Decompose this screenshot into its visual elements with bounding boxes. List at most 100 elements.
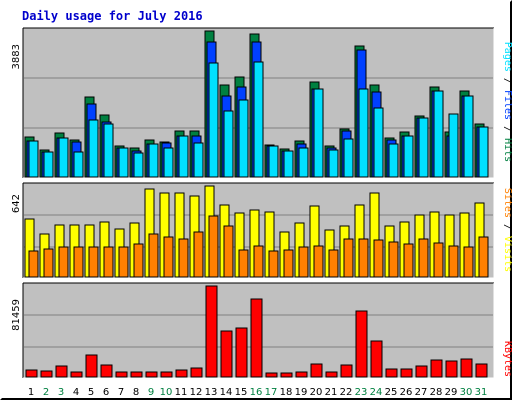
x-tick-label-day-24: 24 [370,387,383,398]
bar-sites-day-17 [268,250,279,278]
x-tick-label-day-4: 4 [73,387,79,398]
bar-kbytes-day-12 [190,367,203,378]
bar-kbytes-day-6 [100,364,113,378]
bar-sites-day-14 [223,225,234,278]
x-tick-label-day-13: 13 [205,387,218,398]
x-tick-label-day-17: 17 [265,387,278,398]
x-tick-label-day-31: 31 [475,387,488,398]
bar-pages-day-14 [223,110,234,178]
bar-pages-day-12 [193,142,204,178]
bar-kbytes-day-29 [445,360,458,378]
bar-pages-day-2 [43,151,54,178]
bar-pages-day-25 [388,143,399,178]
right-label-segment: Hits [502,138,512,162]
x-tick-label-day-11: 11 [175,387,188,398]
x-tick-label-day-12: 12 [190,387,203,398]
bar-sites-day-10 [163,236,174,278]
bar-sites-day-16 [253,245,264,278]
bar-pages-day-28 [433,90,444,178]
bar-pages-day-3 [58,137,69,178]
bar-sites-day-1 [28,250,39,278]
x-tick-label-day-27: 27 [415,387,428,398]
bar-pages-day-9 [148,143,159,178]
x-tick-label-day-23: 23 [355,387,368,398]
x-tick-label-day-8: 8 [133,387,139,398]
x-tick-label-day-25: 25 [385,387,398,398]
bar-kbytes-day-1 [25,369,38,378]
right-label-segment: Files [502,90,512,120]
right-label-segment: Pages [502,42,512,72]
x-tick-label-day-26: 26 [400,387,413,398]
bar-pages-day-7 [118,147,129,178]
bar-kbytes-day-3 [55,365,68,378]
x-tick-label-day-7: 7 [118,387,124,398]
bar-kbytes-day-25 [385,368,398,378]
right-label-segment: Visits [502,236,512,272]
bar-sites-day-7 [118,246,129,278]
right-label-segment: / [502,72,512,90]
bar-sites-day-3 [58,246,69,278]
panel-kbytes: 81459 [11,282,495,379]
bar-sites-day-26 [403,243,414,278]
bar-pages-day-16 [253,61,264,178]
bar-kbytes-day-23 [355,310,368,378]
x-tick-label-day-29: 29 [445,387,458,398]
bar-sites-day-30 [463,246,474,278]
bar-pages-day-29 [448,113,459,178]
bar-kbytes-day-28 [430,359,443,378]
bar-pages-day-27 [418,117,429,178]
bar-sites-day-8 [133,243,144,278]
y-axis-max-label: 3883 [11,44,22,69]
bar-sites-day-2 [43,248,54,278]
bar-kbytes-day-20 [310,363,323,378]
bar-sites-day-15 [238,249,249,278]
bar-kbytes-day-2 [40,370,53,378]
bar-kbytes-day-4 [70,371,83,378]
bar-sites-day-28 [433,242,444,278]
bar-kbytes-day-14 [220,330,233,378]
bar-pages-day-24 [373,107,384,178]
x-tick-label-day-14: 14 [220,387,233,398]
bar-pages-day-20 [313,88,324,178]
bar-pages-day-19 [298,147,309,178]
right-label-visits-sites: Sites / Visits [502,188,512,272]
bar-kbytes-day-8 [130,371,143,378]
x-tick-label-day-30: 30 [460,387,473,398]
bar-pages-day-22 [343,138,354,178]
chart-panels: 3883 642 81459 [11,27,495,379]
x-tick-label-day-18: 18 [280,387,293,398]
x-tick-label-day-21: 21 [325,387,338,398]
x-tick-label-day-6: 6 [103,387,109,398]
right-label-segment: / [502,120,512,138]
bar-kbytes-day-9 [145,371,158,378]
bar-sites-day-4 [73,246,84,278]
right-label-segment: Sites [502,188,512,218]
bar-pages-day-21 [328,149,339,178]
bar-kbytes-day-7 [115,371,128,378]
bar-kbytes-day-13 [205,285,218,378]
x-tick-label-day-2: 2 [43,387,49,398]
bar-sites-day-6 [103,246,114,278]
bar-sites-day-11 [178,238,189,278]
bar-kbytes-day-22 [340,364,353,378]
bar-pages-day-31 [478,126,489,178]
x-tick-label-day-10: 10 [160,387,173,398]
bar-kbytes-day-16 [250,298,263,378]
panel-visits-sites: 642 [11,182,495,279]
bar-kbytes-day-31 [475,363,488,378]
bar-pages-day-17 [268,145,279,178]
panel-hits-files-pages: 3883 [11,27,495,179]
x-tick-label-day-20: 20 [310,387,323,398]
bar-pages-day-10 [163,147,174,178]
right-legend-labels: Pages / Files / Hits Sites / Visits KBytes [502,42,512,377]
bar-pages-day-1 [28,140,39,178]
right-label-segment: KBytes [502,341,512,377]
right-label-hits-files-pages: Pages / Files / Hits [502,42,512,162]
bar-sites-day-9 [148,233,159,278]
bar-pages-day-23 [358,88,369,178]
bar-pages-day-8 [133,152,144,178]
x-tick-label-day-1: 1 [28,387,34,398]
bar-pages-day-30 [463,95,474,178]
bar-sites-day-13 [208,215,219,278]
